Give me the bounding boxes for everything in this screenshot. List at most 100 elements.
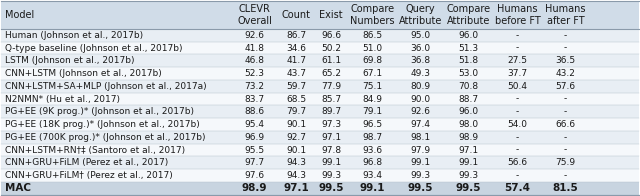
Text: 51.3: 51.3: [458, 44, 478, 53]
Text: Exist: Exist: [319, 10, 343, 20]
Text: 99.5: 99.5: [319, 183, 344, 193]
Text: 99.5: 99.5: [456, 183, 481, 193]
Text: 97.6: 97.6: [244, 171, 265, 180]
Text: 43.2: 43.2: [556, 69, 575, 78]
Bar: [1, 29, 639, 42]
Text: 67.1: 67.1: [362, 69, 383, 78]
Text: 41.7: 41.7: [286, 56, 306, 65]
Text: PG+EE (700K prog.)* (Johnson et al., 2017b): PG+EE (700K prog.)* (Johnson et al., 201…: [4, 133, 205, 142]
Text: 99.3: 99.3: [321, 171, 341, 180]
Text: 51.8: 51.8: [458, 56, 478, 65]
Text: 98.0: 98.0: [458, 120, 478, 129]
Text: 92.6: 92.6: [244, 31, 265, 40]
Text: 97.7: 97.7: [244, 158, 265, 167]
Text: 79.1: 79.1: [362, 107, 383, 116]
Text: 75.1: 75.1: [362, 82, 383, 91]
Text: 81.5: 81.5: [552, 183, 578, 193]
Bar: [1, 182, 639, 195]
Text: 96.5: 96.5: [362, 120, 383, 129]
Text: -: -: [564, 44, 567, 53]
Text: 83.7: 83.7: [244, 94, 265, 103]
Text: 50.4: 50.4: [508, 82, 527, 91]
Text: 68.5: 68.5: [286, 94, 306, 103]
Text: 99.3: 99.3: [410, 171, 431, 180]
Text: PG+EE (18K prog.)* (Johnson et al., 2017b): PG+EE (18K prog.)* (Johnson et al., 2017…: [4, 120, 199, 129]
Text: 53.0: 53.0: [458, 69, 478, 78]
Text: 99.1: 99.1: [321, 158, 341, 167]
Bar: [1, 156, 639, 169]
Text: CNN+GRU+FiLM (Perez et al., 2017): CNN+GRU+FiLM (Perez et al., 2017): [4, 158, 168, 167]
Text: -: -: [564, 107, 567, 116]
Text: CNN+GRU+FiLM† (Perez et al., 2017): CNN+GRU+FiLM† (Perez et al., 2017): [4, 171, 172, 180]
Text: -: -: [564, 133, 567, 142]
Text: 46.8: 46.8: [244, 56, 265, 65]
Text: -: -: [516, 171, 519, 180]
Text: 99.1: 99.1: [458, 158, 478, 167]
Text: 92.6: 92.6: [410, 107, 430, 116]
Text: 52.3: 52.3: [244, 69, 265, 78]
Text: Q-type baseline (Johnson et al., 2017b): Q-type baseline (Johnson et al., 2017b): [4, 44, 182, 53]
Text: 97.4: 97.4: [410, 120, 430, 129]
Text: 84.9: 84.9: [363, 94, 383, 103]
Text: 97.8: 97.8: [321, 145, 341, 154]
Bar: [1, 1, 639, 29]
Text: 97.9: 97.9: [410, 145, 431, 154]
Text: 94.3: 94.3: [286, 158, 306, 167]
Text: Model: Model: [4, 10, 34, 20]
Text: 90.1: 90.1: [286, 145, 306, 154]
Text: 70.8: 70.8: [458, 82, 478, 91]
Text: 43.7: 43.7: [286, 69, 306, 78]
Text: 73.2: 73.2: [244, 82, 265, 91]
Text: 65.2: 65.2: [321, 69, 341, 78]
Text: -: -: [516, 94, 519, 103]
Text: 95.5: 95.5: [244, 145, 265, 154]
Bar: [1, 118, 639, 131]
Text: -: -: [564, 171, 567, 180]
Text: 27.5: 27.5: [508, 56, 527, 65]
Text: Count: Count: [282, 10, 310, 20]
Text: 93.6: 93.6: [362, 145, 383, 154]
Text: 97.1: 97.1: [321, 133, 341, 142]
Text: -: -: [564, 31, 567, 40]
Text: CNN+LSTM+RN†‡ (Santoro et al., 2017): CNN+LSTM+RN†‡ (Santoro et al., 2017): [4, 145, 185, 154]
Text: 99.1: 99.1: [360, 183, 385, 193]
Text: 90.0: 90.0: [410, 94, 431, 103]
Text: 95.0: 95.0: [410, 31, 431, 40]
Bar: [1, 131, 639, 144]
Text: 85.7: 85.7: [321, 94, 341, 103]
Text: 86.7: 86.7: [286, 31, 306, 40]
Text: 97.1: 97.1: [458, 145, 478, 154]
Text: Humans
after FT: Humans after FT: [545, 4, 586, 26]
Text: Compare
Numbers: Compare Numbers: [350, 4, 395, 26]
Text: 99.1: 99.1: [410, 158, 431, 167]
Text: 98.9: 98.9: [242, 183, 268, 193]
Text: -: -: [516, 133, 519, 142]
Text: Human (Johnson et al., 2017b): Human (Johnson et al., 2017b): [4, 31, 143, 40]
Text: 98.7: 98.7: [362, 133, 383, 142]
Text: 50.2: 50.2: [321, 44, 341, 53]
Text: -: -: [516, 31, 519, 40]
Text: 69.8: 69.8: [362, 56, 383, 65]
Text: CNN+LSTM+SA+MLP (Johnson et al., 2017a): CNN+LSTM+SA+MLP (Johnson et al., 2017a): [4, 82, 206, 91]
Text: 56.6: 56.6: [508, 158, 527, 167]
Text: CNN+LSTM (Johnson et al., 2017b): CNN+LSTM (Johnson et al., 2017b): [4, 69, 161, 78]
Text: 36.5: 36.5: [556, 56, 575, 65]
Bar: [1, 105, 639, 118]
Text: 89.7: 89.7: [321, 107, 341, 116]
Text: 88.7: 88.7: [458, 94, 478, 103]
Text: -: -: [564, 145, 567, 154]
Text: 94.3: 94.3: [286, 171, 306, 180]
Text: 97.3: 97.3: [321, 120, 341, 129]
Bar: [1, 67, 639, 80]
Bar: [1, 54, 639, 67]
Text: 96.9: 96.9: [244, 133, 265, 142]
Text: 36.0: 36.0: [410, 44, 431, 53]
Bar: [1, 80, 639, 93]
Text: 37.7: 37.7: [508, 69, 527, 78]
Text: 57.6: 57.6: [556, 82, 575, 91]
Text: Query
Attribute: Query Attribute: [399, 4, 442, 26]
Bar: [1, 42, 639, 54]
Text: 54.0: 54.0: [508, 120, 527, 129]
Text: CLEVR
Overall: CLEVR Overall: [237, 4, 272, 26]
Text: 96.0: 96.0: [458, 107, 478, 116]
